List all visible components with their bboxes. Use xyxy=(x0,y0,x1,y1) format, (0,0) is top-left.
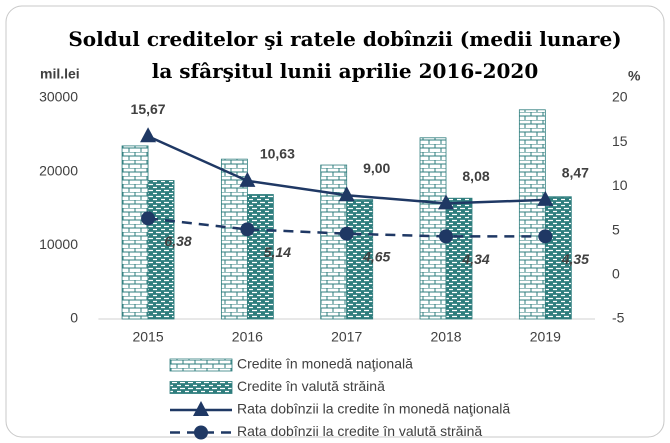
marker xyxy=(538,229,553,244)
y-tick-label: 30000 xyxy=(39,89,78,105)
data-label: 4,35 xyxy=(561,251,589,267)
bar xyxy=(445,197,473,320)
x-tick-label: 2017 xyxy=(331,329,362,345)
data-label: 9,00 xyxy=(363,160,390,176)
y2-tick-label: 0 xyxy=(612,266,620,282)
chart-title: Soldul creditelor şi ratele dobînzii (me… xyxy=(68,27,621,83)
x-tick-label: 2016 xyxy=(232,329,263,345)
bar xyxy=(121,145,149,320)
marker xyxy=(339,226,354,241)
y2-axis-label: % xyxy=(628,68,641,84)
y-tick-label: 10000 xyxy=(39,236,78,252)
marker xyxy=(338,186,355,202)
bar xyxy=(518,109,546,320)
marker xyxy=(239,171,256,187)
data-label: 6,38 xyxy=(164,233,191,249)
y-axis-label: mil.lei xyxy=(40,66,80,82)
data-label: 15,67 xyxy=(131,101,166,117)
bar xyxy=(147,180,175,320)
legend-label: Rata dobînzii la credite în valută străi… xyxy=(237,423,482,439)
y2-tick-label: 15 xyxy=(612,133,628,149)
legend-swatch xyxy=(169,358,233,372)
legend-label: Credite în monedă naţională xyxy=(237,356,413,372)
legend-marker xyxy=(194,425,208,440)
y2-tick-label: 5 xyxy=(612,221,620,237)
x-tick-label: 2018 xyxy=(430,329,461,345)
y2-tick-label: -5 xyxy=(612,310,625,326)
y2-tick-label: 10 xyxy=(612,177,628,193)
line xyxy=(147,217,546,238)
marker xyxy=(438,194,455,210)
data-label: 5,14 xyxy=(264,244,291,260)
legend-label: Credite în valută străină xyxy=(237,378,385,394)
data-label: 8,47 xyxy=(562,165,589,181)
y-tick-label: 0 xyxy=(70,310,78,326)
x-tick-label: 2015 xyxy=(132,329,163,345)
x-tick-label: 2019 xyxy=(530,329,561,345)
marker xyxy=(240,222,255,237)
marker xyxy=(141,211,156,226)
marker xyxy=(439,229,454,244)
bar xyxy=(320,164,348,320)
legend-label: Rata dobînzii la credite în monedă naţio… xyxy=(237,401,510,417)
bar xyxy=(246,194,274,320)
y-tick-label: 20000 xyxy=(39,162,78,178)
marker xyxy=(537,190,554,206)
bar xyxy=(346,199,374,320)
data-label: 4,34 xyxy=(461,251,489,267)
marker xyxy=(140,127,157,143)
bar xyxy=(419,137,447,320)
data-label: 10,63 xyxy=(260,146,295,162)
bar xyxy=(544,196,572,320)
legend-swatch xyxy=(169,381,233,394)
legend-marker xyxy=(193,401,209,416)
y2-tick-label: 20 xyxy=(612,89,628,105)
data-label: 8,08 xyxy=(462,168,489,184)
data-label: 4,65 xyxy=(362,248,390,264)
